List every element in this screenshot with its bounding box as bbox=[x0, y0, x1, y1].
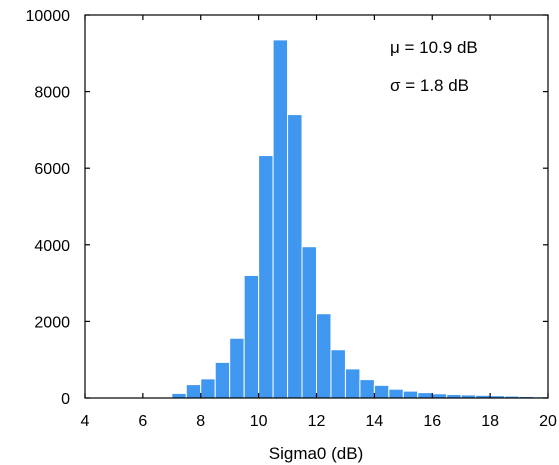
histogram-bar bbox=[402, 390, 419, 399]
plot-frame bbox=[84, 14, 549, 399]
y-tick-label: 4000 bbox=[34, 238, 70, 255]
histogram-bar bbox=[243, 274, 260, 399]
histogram-bar bbox=[272, 39, 289, 399]
bars-group bbox=[156, 39, 549, 399]
x-tick-label: 10 bbox=[250, 413, 268, 430]
sigma-annotation: σ = 1.8 dB bbox=[390, 76, 469, 95]
histogram-bar bbox=[316, 313, 332, 399]
x-tick-label: 16 bbox=[423, 413, 441, 430]
histogram-bar bbox=[185, 384, 202, 399]
y-tick-labels: 0 2000 4000 6000 8000 10000 bbox=[26, 8, 71, 408]
mu-annotation: μ = 10.9 dB bbox=[390, 38, 478, 57]
y-tick-label: 0 bbox=[61, 391, 70, 408]
histogram-bar bbox=[417, 392, 433, 399]
histogram-bar bbox=[431, 393, 448, 399]
x-tick-label: 6 bbox=[138, 413, 147, 430]
histogram-bar bbox=[359, 379, 375, 399]
y-tick-label: 8000 bbox=[34, 85, 70, 102]
x-tick-labels: 4 6 8 10 12 14 16 18 20 bbox=[81, 413, 557, 430]
x-tick-label: 4 bbox=[81, 413, 90, 430]
histogram-bar bbox=[388, 388, 404, 399]
histogram-bar bbox=[301, 246, 317, 399]
histogram-bar bbox=[229, 337, 245, 399]
histogram-bar bbox=[344, 368, 361, 399]
x-tick-label: 12 bbox=[308, 413, 326, 430]
histogram-bar bbox=[214, 361, 231, 399]
histogram-bar bbox=[287, 114, 303, 399]
x-axis-title: Sigma0 (dB) bbox=[269, 444, 363, 463]
histogram-bar bbox=[171, 392, 187, 399]
x-tick-label: 20 bbox=[539, 413, 557, 430]
x-tick-label: 18 bbox=[481, 413, 499, 430]
histogram-bar bbox=[200, 378, 216, 399]
y-tick-label: 10000 bbox=[26, 8, 71, 25]
histogram-bar bbox=[258, 155, 274, 399]
y-tick-label: 2000 bbox=[34, 314, 70, 331]
x-tick-label: 8 bbox=[196, 413, 205, 430]
x-tick-label: 14 bbox=[365, 413, 383, 430]
histogram-bar bbox=[330, 349, 346, 399]
histogram-bar bbox=[373, 384, 390, 399]
y-tick-label: 6000 bbox=[34, 161, 70, 178]
